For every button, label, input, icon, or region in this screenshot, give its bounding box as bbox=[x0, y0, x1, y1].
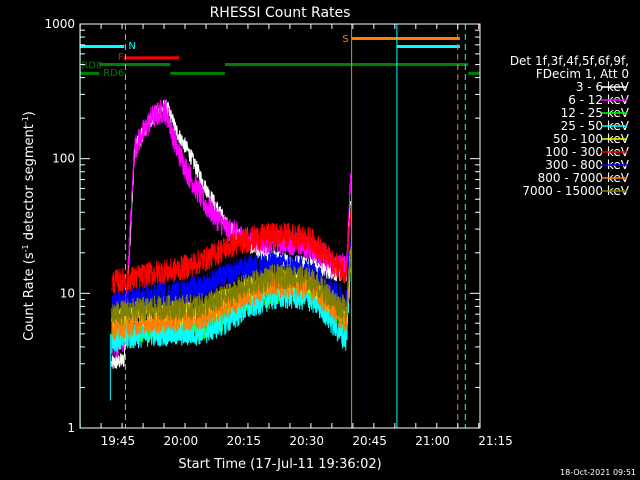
legend-label-25-50-kev: 25 - 50 keV bbox=[561, 119, 630, 133]
flag-label-s: S bbox=[342, 34, 348, 45]
x-tick-label-19-45: 19:45 bbox=[101, 434, 136, 448]
x-tick-label-21-15: 21:15 bbox=[478, 434, 513, 448]
x-tick-label-20-45: 20:45 bbox=[352, 434, 387, 448]
legend-label-6-12-kev: 6 - 12 keV bbox=[568, 93, 630, 107]
flag-label-rd6: RD6 bbox=[103, 68, 124, 79]
series-25-50-kev bbox=[111, 258, 351, 353]
y-tick-label-100: 100 bbox=[52, 152, 75, 166]
legend-label-50-100-kev: 50 - 100 keV bbox=[553, 132, 630, 146]
y-axis-ticks: 1 10 100 1000 bbox=[44, 17, 480, 435]
x-tick-label-20-15: 20:15 bbox=[226, 434, 261, 448]
legend-header-line1: Det 1f,3f,4f,5f,6f,9f, bbox=[510, 54, 629, 68]
x-axis-ticks: 19:45 20:00 20:15 20:30 20:45 21:00 21:15 bbox=[79, 24, 513, 448]
plot-frame bbox=[79, 23, 481, 429]
legend-label-12-25-kev: 12 - 25 keV bbox=[561, 106, 630, 120]
y-tick-label-10: 10 bbox=[60, 286, 75, 300]
y-tick-label-1: 1 bbox=[67, 421, 75, 435]
legend-label-800-7000-kev: 800 - 7000 keV bbox=[538, 171, 630, 185]
series-100-300-kev bbox=[111, 212, 351, 295]
legend-header-line2: FDecim 1, Att 0 bbox=[536, 67, 629, 81]
legend-label-300-800-kev: 300 - 800 keV bbox=[545, 158, 629, 172]
legend: Det 1f,3f,4f,5f,6f,9f, FDecim 1, Att 0 3… bbox=[510, 54, 630, 198]
flag-label-rd0: RD0 bbox=[81, 61, 102, 72]
x-tick-label-21-00: 21:00 bbox=[415, 434, 450, 448]
timestamp: 18-Oct-2021 09:51 bbox=[560, 468, 636, 477]
chart-title: RHESSI Count Rates bbox=[210, 5, 351, 21]
flag-label-f: F bbox=[118, 52, 124, 63]
x-tick-label-20-00: 20:00 bbox=[164, 434, 199, 448]
count-rate-curves bbox=[109, 99, 351, 401]
legend-label-7000-15000-kev: 7000 - 15000 keV bbox=[522, 184, 629, 198]
flag-label-n: N bbox=[128, 41, 135, 52]
x-tick-label-20-30: 20:30 bbox=[289, 434, 324, 448]
y-axis-label: Count Rate (s-1 detector segment-1) bbox=[21, 111, 37, 341]
legend-label-100-300-kev: 100 - 300 keV bbox=[545, 145, 629, 159]
y-tick-label-1000: 1000 bbox=[44, 17, 75, 31]
x-axis-label: Start Time (17-Jul-11 19:36:02) bbox=[178, 457, 381, 472]
series-7000-15000-kev bbox=[111, 249, 351, 326]
